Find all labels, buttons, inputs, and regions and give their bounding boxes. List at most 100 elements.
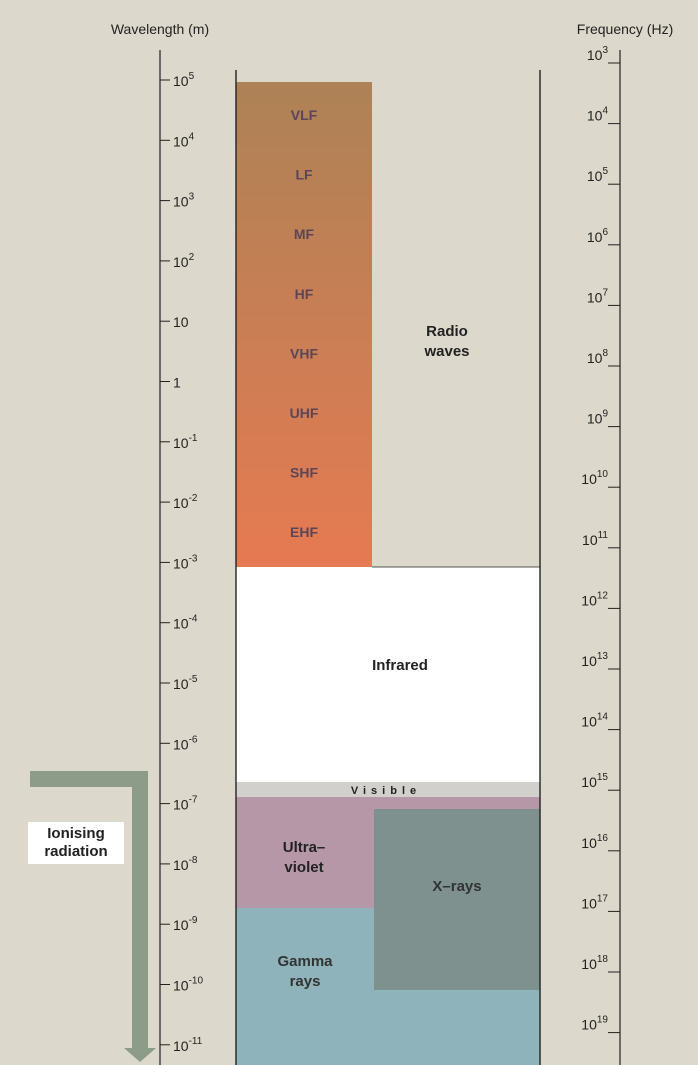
xray-region <box>374 809 540 990</box>
tick-label: 107 <box>587 287 609 305</box>
ionising-arrow <box>30 771 156 1062</box>
tick-base: 10 <box>587 411 603 427</box>
tick-label: 102 <box>173 252 195 270</box>
visible-label: Visible <box>351 785 421 797</box>
tick-label: 1017 <box>581 893 608 911</box>
ionising-label: radiation <box>44 843 107 860</box>
tick-label: 10-11 <box>173 1036 203 1054</box>
tick-exponent: 4 <box>189 131 195 142</box>
tick-base: 10 <box>587 168 603 184</box>
tick-label: 104 <box>173 131 195 149</box>
tick-exponent: 6 <box>602 227 608 238</box>
radio-band-label: SHF <box>290 465 318 481</box>
radio-label: waves <box>423 343 469 360</box>
radio-band-label: EHF <box>290 524 318 540</box>
tick-label: 1019 <box>581 1015 608 1033</box>
radio-band-label: LF <box>295 167 313 183</box>
tick-label: 10-1 <box>173 433 198 451</box>
tick-label: 1015 <box>581 772 608 790</box>
tick-base: 10 <box>587 350 603 366</box>
tick-label: 10 <box>173 314 189 330</box>
tick-base: 10 <box>581 774 597 790</box>
tick-label: 10-3 <box>173 553 198 571</box>
tick-exponent: 15 <box>597 772 609 783</box>
tick-base: 10 <box>581 956 597 972</box>
tick-label: 1011 <box>582 530 608 548</box>
infrared-region <box>236 567 540 782</box>
tick-exponent: 11 <box>598 530 609 541</box>
tick-exponent: 4 <box>602 106 608 117</box>
tick-label: 10-8 <box>173 855 198 873</box>
tick-label: 106 <box>587 227 609 245</box>
gamma-label: Gamma <box>277 953 333 970</box>
tick-label: 108 <box>587 348 609 366</box>
tick-label: 109 <box>587 409 609 427</box>
radio-band-label: VLF <box>291 107 318 123</box>
tick-exponent: -11 <box>189 1036 203 1047</box>
tick-label: 104 <box>587 106 609 124</box>
tick-exponent: 13 <box>597 651 609 662</box>
tick-exponent: -1 <box>189 433 198 444</box>
tick-label: 1016 <box>581 833 608 851</box>
tick-label: 10-6 <box>173 734 198 752</box>
tick-base: 10 <box>587 289 603 305</box>
tick-exponent: 19 <box>597 1015 609 1026</box>
tick-label: 10-10 <box>173 976 203 994</box>
tick-label: 105 <box>173 71 195 89</box>
frequency-label: Frequency (Hz) <box>577 21 673 37</box>
tick-base: 10 <box>582 532 598 548</box>
tick-base: 10 <box>173 254 189 270</box>
tick-label: 10-5 <box>173 674 198 692</box>
tick-base: 10 <box>173 676 189 692</box>
tick-base: 10 <box>173 435 189 451</box>
tick-base: 10 <box>173 736 189 752</box>
tick-base: 10 <box>581 895 597 911</box>
tick-exponent: 9 <box>602 409 608 420</box>
tick-base: 10 <box>173 314 189 330</box>
tick-base: 10 <box>581 592 597 608</box>
ultraviolet-region <box>236 797 374 908</box>
tick-exponent: -9 <box>189 915 198 926</box>
tick-base: 10 <box>173 917 189 933</box>
xray-label: X–rays <box>432 878 481 895</box>
tick-label: 1018 <box>581 954 608 972</box>
tick-label: 1 <box>173 375 181 391</box>
radio-band-column <box>236 82 372 567</box>
tick-label: 1012 <box>581 590 608 608</box>
tick-exponent: 8 <box>602 348 608 359</box>
tick-exponent: 5 <box>189 71 195 82</box>
tick-label: 10-2 <box>173 493 198 511</box>
wavelength-label: Wavelength (m) <box>111 21 209 37</box>
tick-exponent: 5 <box>602 166 608 177</box>
tick-base: 10 <box>173 616 189 632</box>
tick-exponent: -6 <box>189 734 198 745</box>
tick-exponent: 12 <box>597 590 609 601</box>
tick-base: 10 <box>581 471 597 487</box>
tick-exponent: -7 <box>189 795 198 806</box>
tick-label: 10-7 <box>173 795 198 813</box>
tick-base: 10 <box>173 194 189 210</box>
tick-exponent: -8 <box>189 855 198 866</box>
radio-band-label: HF <box>295 286 314 302</box>
tick-label: 1010 <box>581 469 608 487</box>
tick-exponent: 3 <box>602 45 608 56</box>
tick-exponent: 10 <box>597 469 609 480</box>
tick-label: 103 <box>587 45 609 63</box>
ionising-label-box <box>28 822 124 864</box>
tick-label: 105 <box>587 166 609 184</box>
visible-region <box>236 782 540 797</box>
tick-base: 10 <box>581 1017 597 1033</box>
radio-band-label: VHF <box>290 345 318 361</box>
tick-base: 10 <box>173 495 189 511</box>
tick-label: 10-4 <box>173 614 198 632</box>
tick-label: 1014 <box>581 712 608 730</box>
tick-base: 1 <box>173 375 181 391</box>
infrared-label: Infrared <box>372 657 428 674</box>
tick-base: 10 <box>173 555 189 571</box>
tick-exponent: -2 <box>189 493 198 504</box>
ionising-label: Ionising <box>47 825 105 842</box>
radio-band-label: MF <box>294 226 315 242</box>
tick-base: 10 <box>581 835 597 851</box>
tick-base: 10 <box>173 978 189 994</box>
tick-base: 10 <box>173 73 189 89</box>
